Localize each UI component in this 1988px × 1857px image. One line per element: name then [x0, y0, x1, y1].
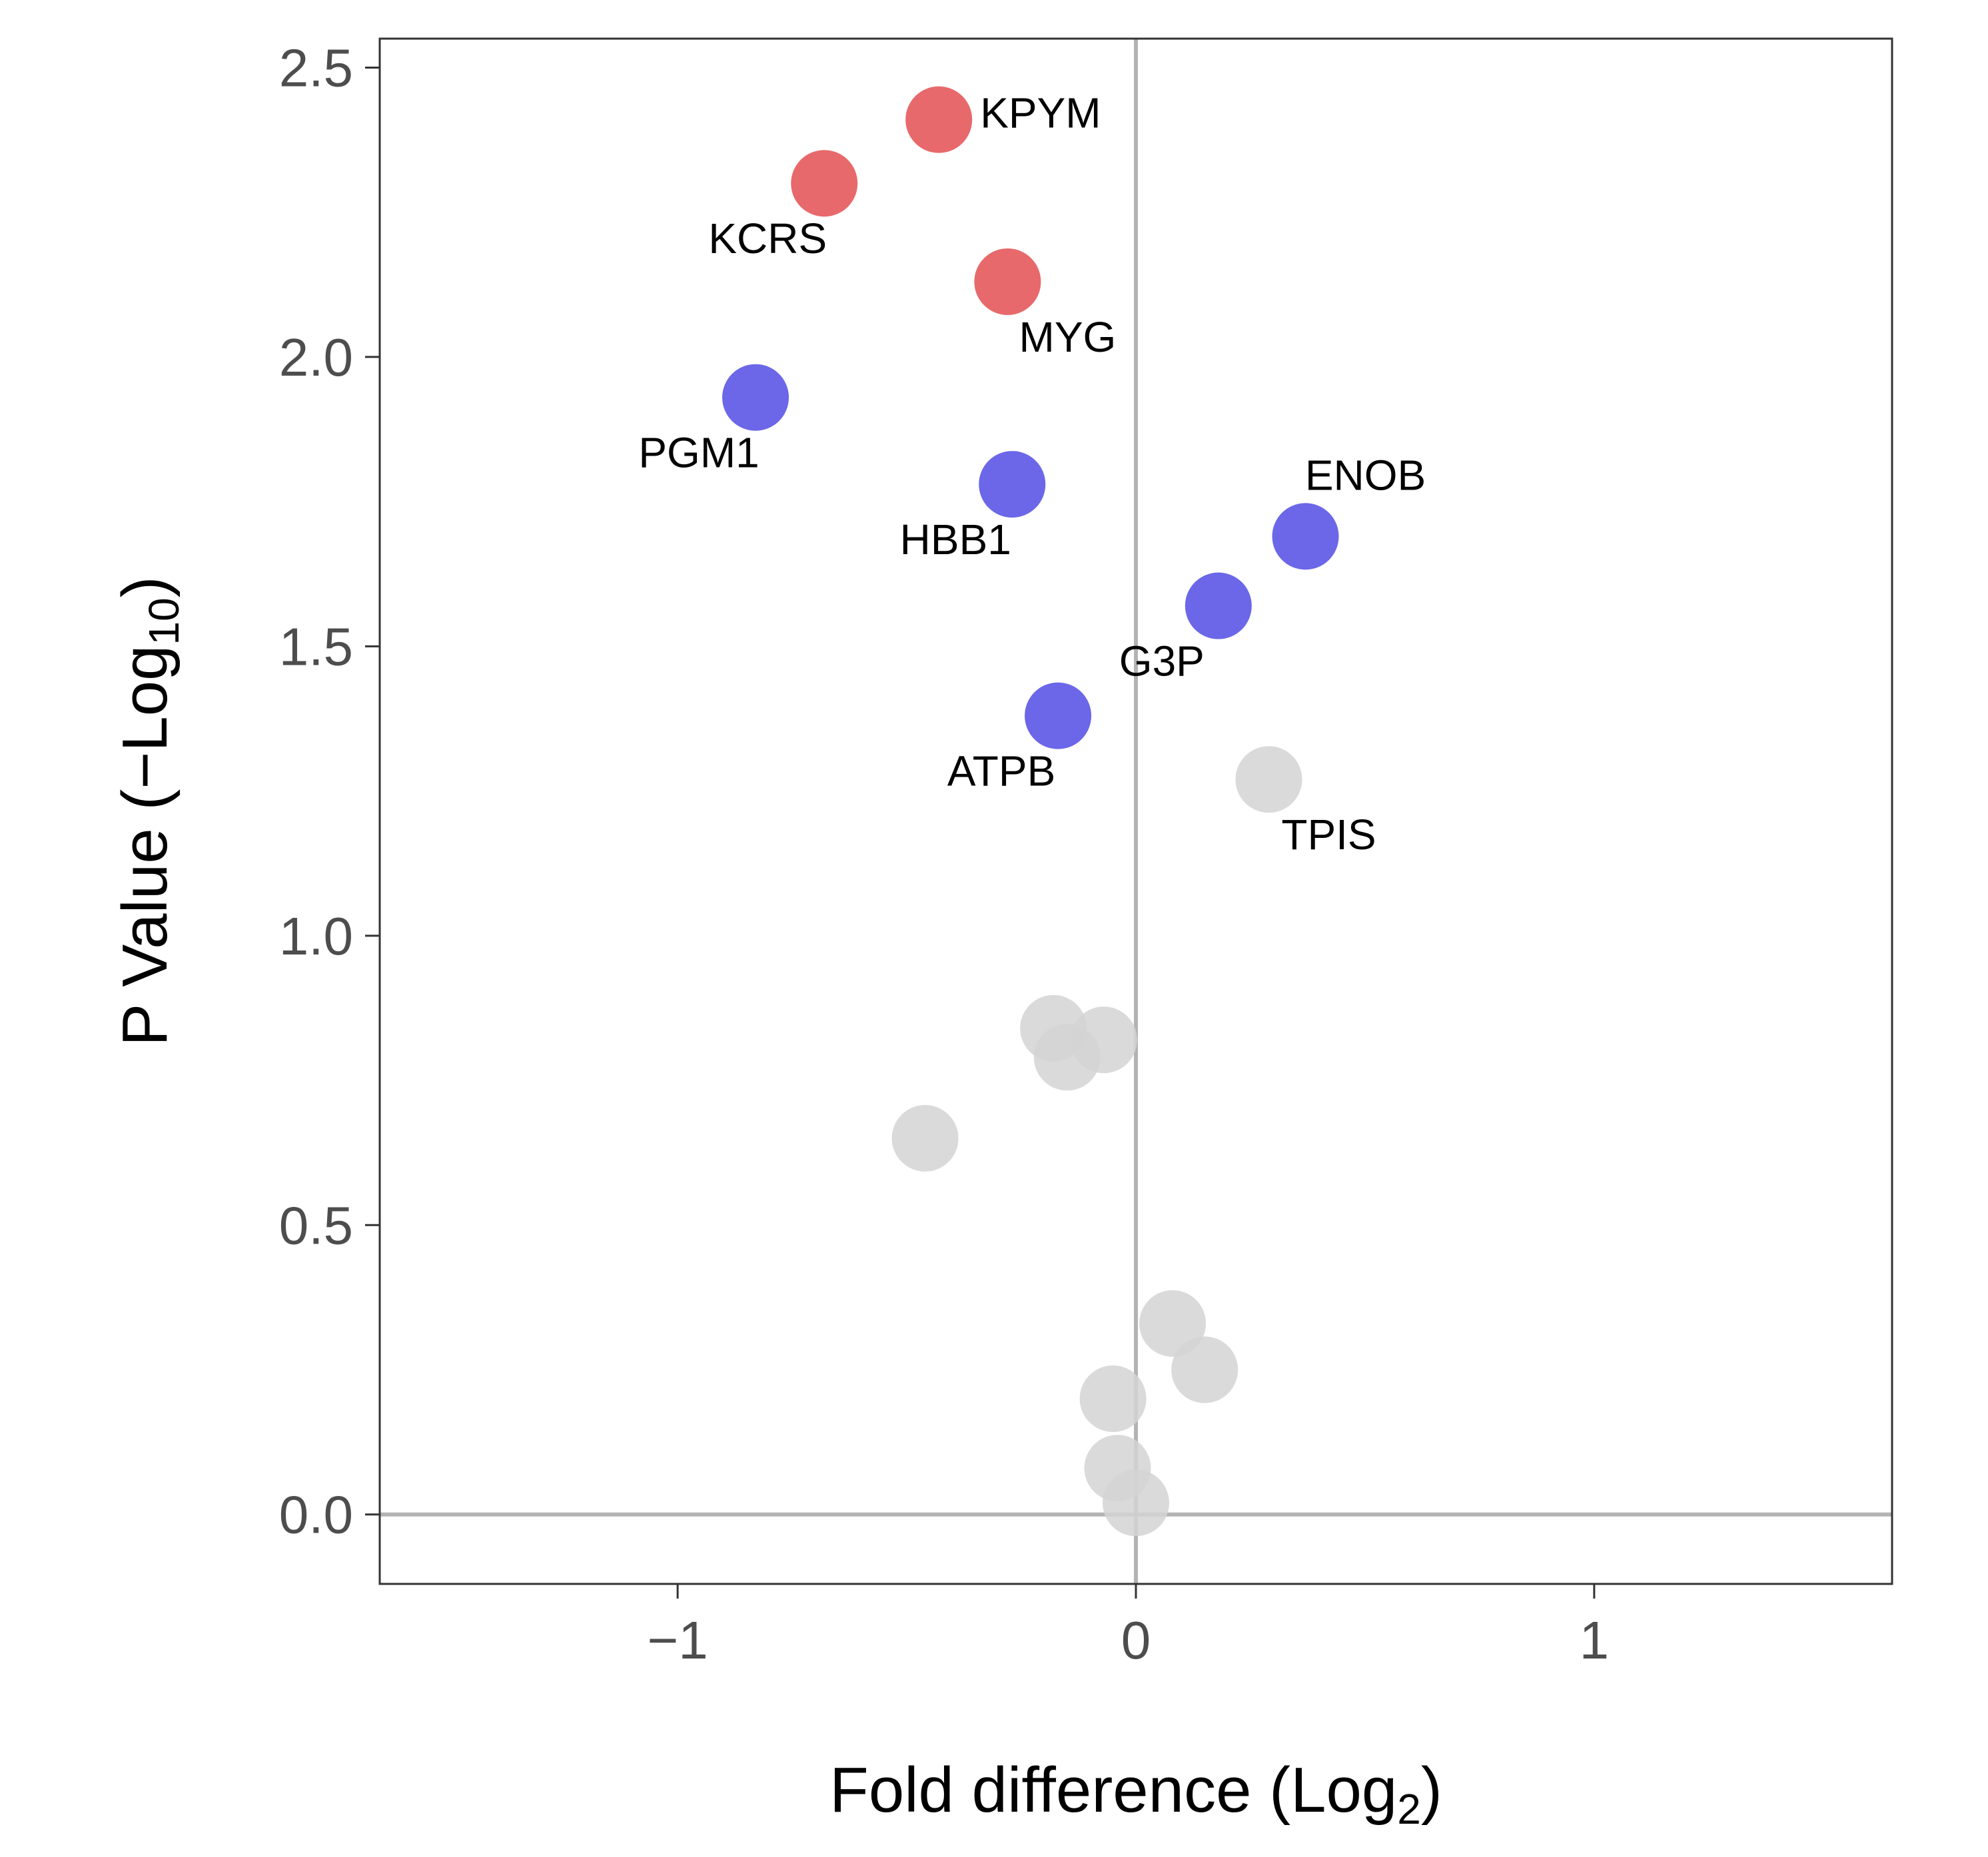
y-tick-label: 1.5 [279, 617, 353, 676]
point-label: MYG [1019, 313, 1117, 361]
data-point [1103, 1469, 1169, 1537]
x-tick-label: −1 [648, 1611, 708, 1670]
data-point [1033, 1024, 1101, 1091]
y-tick-label: 1.0 [279, 907, 353, 966]
point-atpb [1025, 682, 1092, 749]
data-point [1139, 1290, 1207, 1357]
point-label: PGM1 [638, 429, 759, 477]
y-axis-title: P Value (−Log10) [109, 576, 188, 1046]
point-hbb1 [979, 451, 1046, 518]
point-label: ENOB [1305, 451, 1426, 499]
point-labels: KPYM KCRS MYG PGM1 HBB1 ENOB G3P ATPB TPIS [638, 89, 1426, 859]
y-tick-label: 2.0 [279, 328, 353, 387]
y-tick-label: 0.0 [279, 1485, 353, 1545]
point-kpym [905, 86, 973, 153]
x-tick-label: 1 [1580, 1611, 1610, 1670]
data-point [1171, 1336, 1239, 1403]
point-kcrs [791, 150, 858, 217]
point-label: ATPB [947, 747, 1055, 795]
x-tick-label: 0 [1121, 1611, 1151, 1670]
point-label: TPIS [1281, 811, 1376, 859]
axes: −1 0 1 0.0 0.5 1.0 1.5 2.0 2.5 [279, 38, 1609, 1670]
point-label: KPYM [980, 89, 1101, 137]
x-axis-title: Fold difference (Log2) [829, 1754, 1442, 1833]
y-tick-label: 2.5 [279, 38, 353, 97]
point-g3p [1185, 572, 1252, 639]
data-point [1079, 1365, 1147, 1432]
point-myg [974, 248, 1041, 315]
point-label: KCRS [708, 214, 827, 262]
y-tick-label: 0.5 [279, 1196, 353, 1255]
point-tpis [1235, 746, 1302, 813]
data-points [722, 86, 1339, 1537]
point-label: HBB1 [900, 516, 1011, 563]
point-enob [1272, 503, 1339, 570]
data-point [891, 1104, 959, 1172]
point-pgm1 [722, 364, 789, 431]
point-label: G3P [1119, 637, 1205, 685]
